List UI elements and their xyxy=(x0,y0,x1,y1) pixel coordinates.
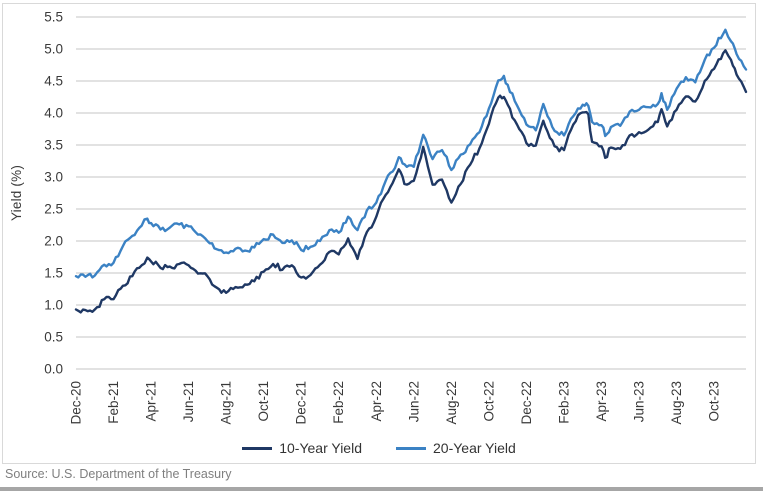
line-chart: 0.0 0.5 1.0 1.5 2.0 2.5 3.0 3.5 4.0 4.5 5.0 5.5 Dec-… xyxy=(44,10,748,425)
legend-item-20-year: 20-Year Yield xyxy=(396,440,516,456)
y-tick-label: 1.0 xyxy=(44,298,63,313)
x-tick-label: Dec-20 xyxy=(69,381,84,425)
y-tick-label: 0.0 xyxy=(44,362,63,377)
x-tick-label: Aug-21 xyxy=(219,381,234,425)
x-tick-label: Feb-23 xyxy=(556,381,571,424)
bottom-divider-bar xyxy=(0,487,763,491)
legend-label-10-year: 10-Year Yield xyxy=(279,440,362,456)
y-tick-label: 5.0 xyxy=(44,42,63,57)
legend-line-swatch-10-year xyxy=(242,446,273,450)
x-tick-label: Dec-21 xyxy=(294,381,309,425)
x-tick-label: Feb-22 xyxy=(331,381,346,424)
source-note: Source: U.S. Department of the Treasury xyxy=(5,467,232,481)
x-tick-label: Aug-22 xyxy=(444,381,459,425)
x-tick-label: Apr-23 xyxy=(594,381,609,422)
series-line-20-year-yield xyxy=(74,28,748,279)
y-tick-label: 1.5 xyxy=(44,266,63,281)
x-tick-label: Jun-21 xyxy=(181,381,196,422)
y-tick-label: 3.0 xyxy=(44,170,63,185)
y-tick-label: 4.5 xyxy=(44,74,63,89)
x-tick-label: Jun-23 xyxy=(632,381,647,422)
series-line-10-year-yield xyxy=(74,49,748,314)
x-tick-label: Oct-23 xyxy=(707,381,722,422)
x-tick-label: Aug-23 xyxy=(669,381,684,425)
x-tick-label: Apr-22 xyxy=(369,381,384,422)
y-tick-label: 2.5 xyxy=(44,202,63,217)
y-tick-label: 5.5 xyxy=(44,10,63,25)
x-tick-label: Jun-22 xyxy=(406,381,421,422)
y-axis-title: Yield (%) xyxy=(9,164,24,222)
y-tick-label: 3.5 xyxy=(44,138,63,153)
x-tick-label: Apr-21 xyxy=(144,381,159,422)
y-tick-label: 0.5 xyxy=(44,330,63,345)
legend-line-swatch-20-year xyxy=(396,446,426,450)
legend-label-20-year: 20-Year Yield xyxy=(433,440,516,456)
chart-legend: 10-Year Yield 20-Year Yield xyxy=(3,440,755,456)
y-tick-label: 4.0 xyxy=(44,106,63,121)
x-tick-label: Oct-22 xyxy=(481,381,496,422)
chart-frame: 0.0 0.5 1.0 1.5 2.0 2.5 3.0 3.5 4.0 4.5 5.0 5.5 Dec-… xyxy=(2,3,756,464)
x-tick-label: Oct-21 xyxy=(256,381,271,422)
x-tick-label: Dec-22 xyxy=(519,381,534,425)
y-tick-label: 2.0 xyxy=(44,234,63,249)
legend-item-10-year: 10-Year Yield xyxy=(242,440,362,456)
x-tick-label: Feb-21 xyxy=(106,381,121,424)
